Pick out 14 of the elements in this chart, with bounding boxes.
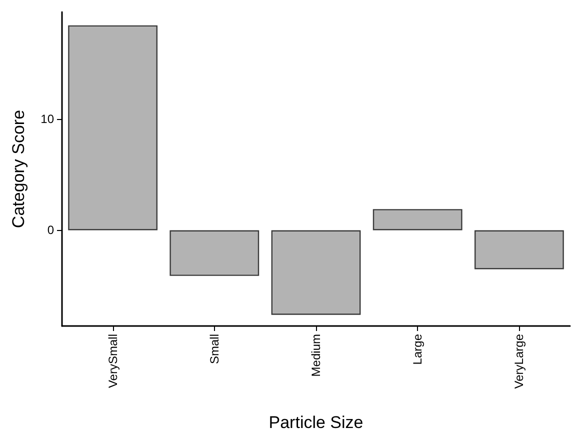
bar xyxy=(474,230,564,270)
bar xyxy=(271,230,361,315)
bar xyxy=(170,230,260,276)
x-tick-label: Large xyxy=(410,334,425,365)
y-axis-title: Category Score xyxy=(9,110,28,228)
y-tick-label: 10 xyxy=(40,112,54,126)
bar xyxy=(68,25,158,230)
x-axis-title: Particle Size xyxy=(268,413,364,432)
x-tick-label: Small xyxy=(207,334,222,364)
bar xyxy=(372,209,462,230)
x-tick-label: VerySmall xyxy=(106,334,120,388)
x-tick-label: VeryLarge xyxy=(512,334,526,389)
y-tick-label: 0 xyxy=(47,223,54,238)
x-tick-label: Medium xyxy=(309,334,323,377)
